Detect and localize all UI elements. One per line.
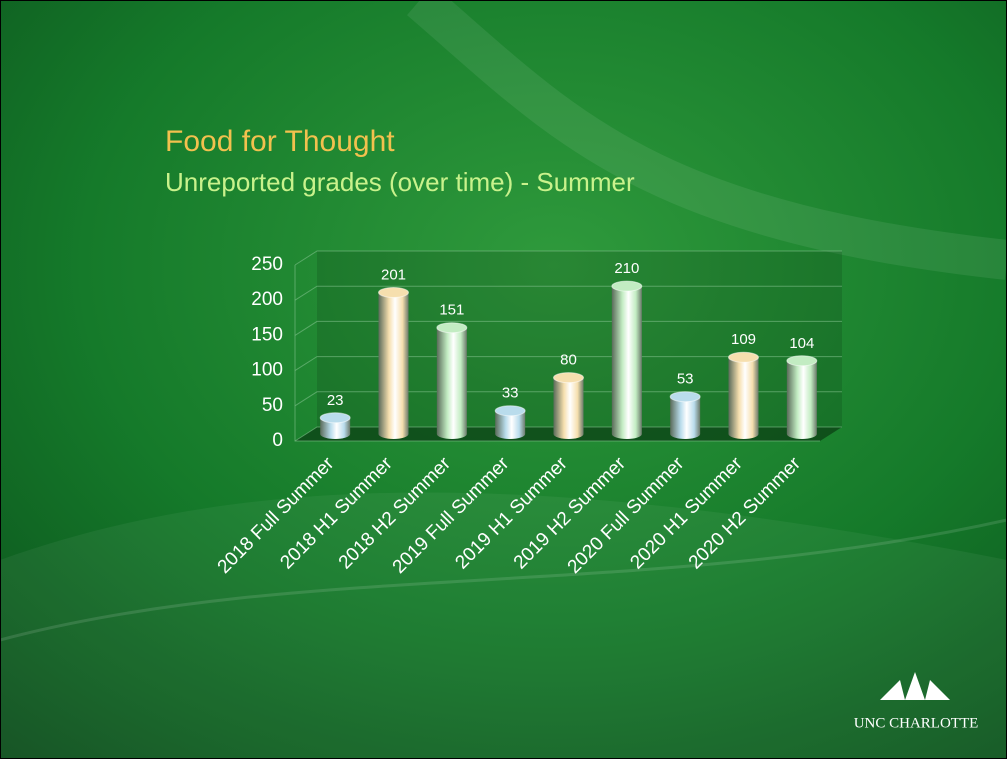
bar bbox=[320, 417, 351, 439]
bar bbox=[495, 410, 526, 439]
bar-top bbox=[611, 280, 643, 292]
swoosh bbox=[0, 492, 1007, 759]
chart-subtitle: Unreported grades (over time) - Summer bbox=[165, 167, 635, 197]
logo-text: UNC CHARLOTTE bbox=[854, 715, 979, 731]
logo: UNC CHARLOTTE bbox=[854, 672, 979, 731]
grid-line bbox=[294, 356, 842, 372]
y-tick-label: 50 bbox=[262, 395, 283, 416]
y-axis bbox=[294, 265, 820, 442]
value-label: 23 bbox=[327, 392, 344, 409]
value-label: 53 bbox=[677, 371, 694, 388]
bar bbox=[611, 286, 642, 439]
bar-top bbox=[553, 372, 584, 384]
bar bbox=[378, 292, 409, 439]
chart-title: Food for Thought bbox=[165, 125, 395, 158]
bar-top bbox=[786, 355, 818, 367]
light-ray bbox=[406, 0, 1007, 280]
bar-top bbox=[378, 286, 409, 298]
y-tick-label: 250 bbox=[251, 254, 283, 275]
bar-top bbox=[319, 412, 351, 424]
bar bbox=[728, 357, 759, 439]
y-tick-label: 100 bbox=[251, 360, 283, 381]
bar-top bbox=[494, 405, 526, 417]
value-label: 33 bbox=[502, 385, 519, 402]
value-label: 201 bbox=[381, 266, 406, 283]
grid-line bbox=[294, 426, 842, 442]
bar-top bbox=[669, 391, 701, 403]
bar-top bbox=[728, 351, 759, 363]
value-label: 104 bbox=[789, 335, 814, 352]
bar-top bbox=[436, 322, 468, 334]
y-tick-label: 200 bbox=[251, 289, 283, 310]
y-tick-label: 0 bbox=[272, 430, 283, 451]
value-label: 109 bbox=[731, 331, 756, 348]
grid-line bbox=[294, 250, 842, 266]
value-label: 80 bbox=[560, 352, 577, 369]
swoosh-line bbox=[0, 518, 1007, 642]
value-label: 210 bbox=[614, 260, 639, 277]
grid-line bbox=[294, 320, 842, 336]
y-tick-label: 150 bbox=[251, 324, 283, 345]
grid-line bbox=[294, 285, 842, 301]
bar bbox=[786, 360, 817, 439]
logo-mark bbox=[880, 672, 950, 700]
value-label: 151 bbox=[439, 302, 464, 319]
grid-line bbox=[294, 391, 842, 407]
bar bbox=[553, 377, 584, 439]
bar bbox=[436, 327, 467, 439]
bar bbox=[670, 396, 701, 439]
